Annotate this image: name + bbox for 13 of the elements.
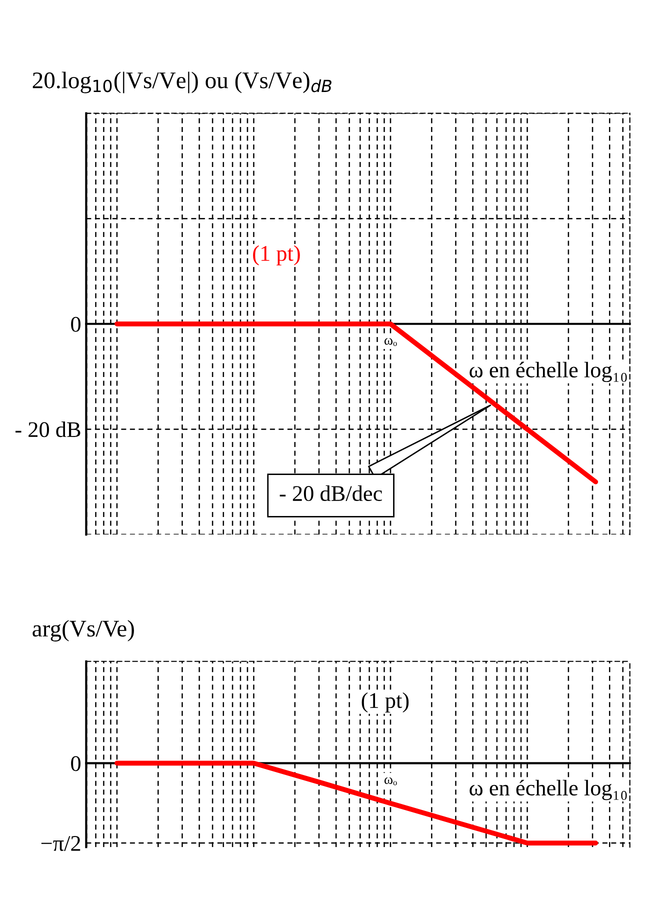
- chart-title: arg(Vs/Ve): [32, 620, 134, 642]
- y-tick-label: 0: [71, 756, 80, 772]
- y-tick-label: −π/2: [41, 836, 80, 851]
- x-tick-label: ωₒ: [384, 338, 397, 346]
- annotation: (1 pt): [362, 692, 409, 713]
- y-tick-label: 0: [71, 316, 80, 332]
- annotation: - 20 dB/dec: [280, 485, 382, 502]
- chart-title: 20.log$_{10}$(|Vs/Ve|) ou (Vs/Ve)$_{dB}$: [32, 72, 332, 94]
- annotation: (1 pt): [253, 245, 300, 266]
- y-tick-label: - 20 dB: [15, 422, 80, 438]
- x-axis-title: ω en échelle log₁₀: [470, 780, 627, 800]
- x-tick-label: ωₒ: [384, 777, 397, 786]
- x-axis-title: ω en échelle log₁₀: [470, 362, 627, 382]
